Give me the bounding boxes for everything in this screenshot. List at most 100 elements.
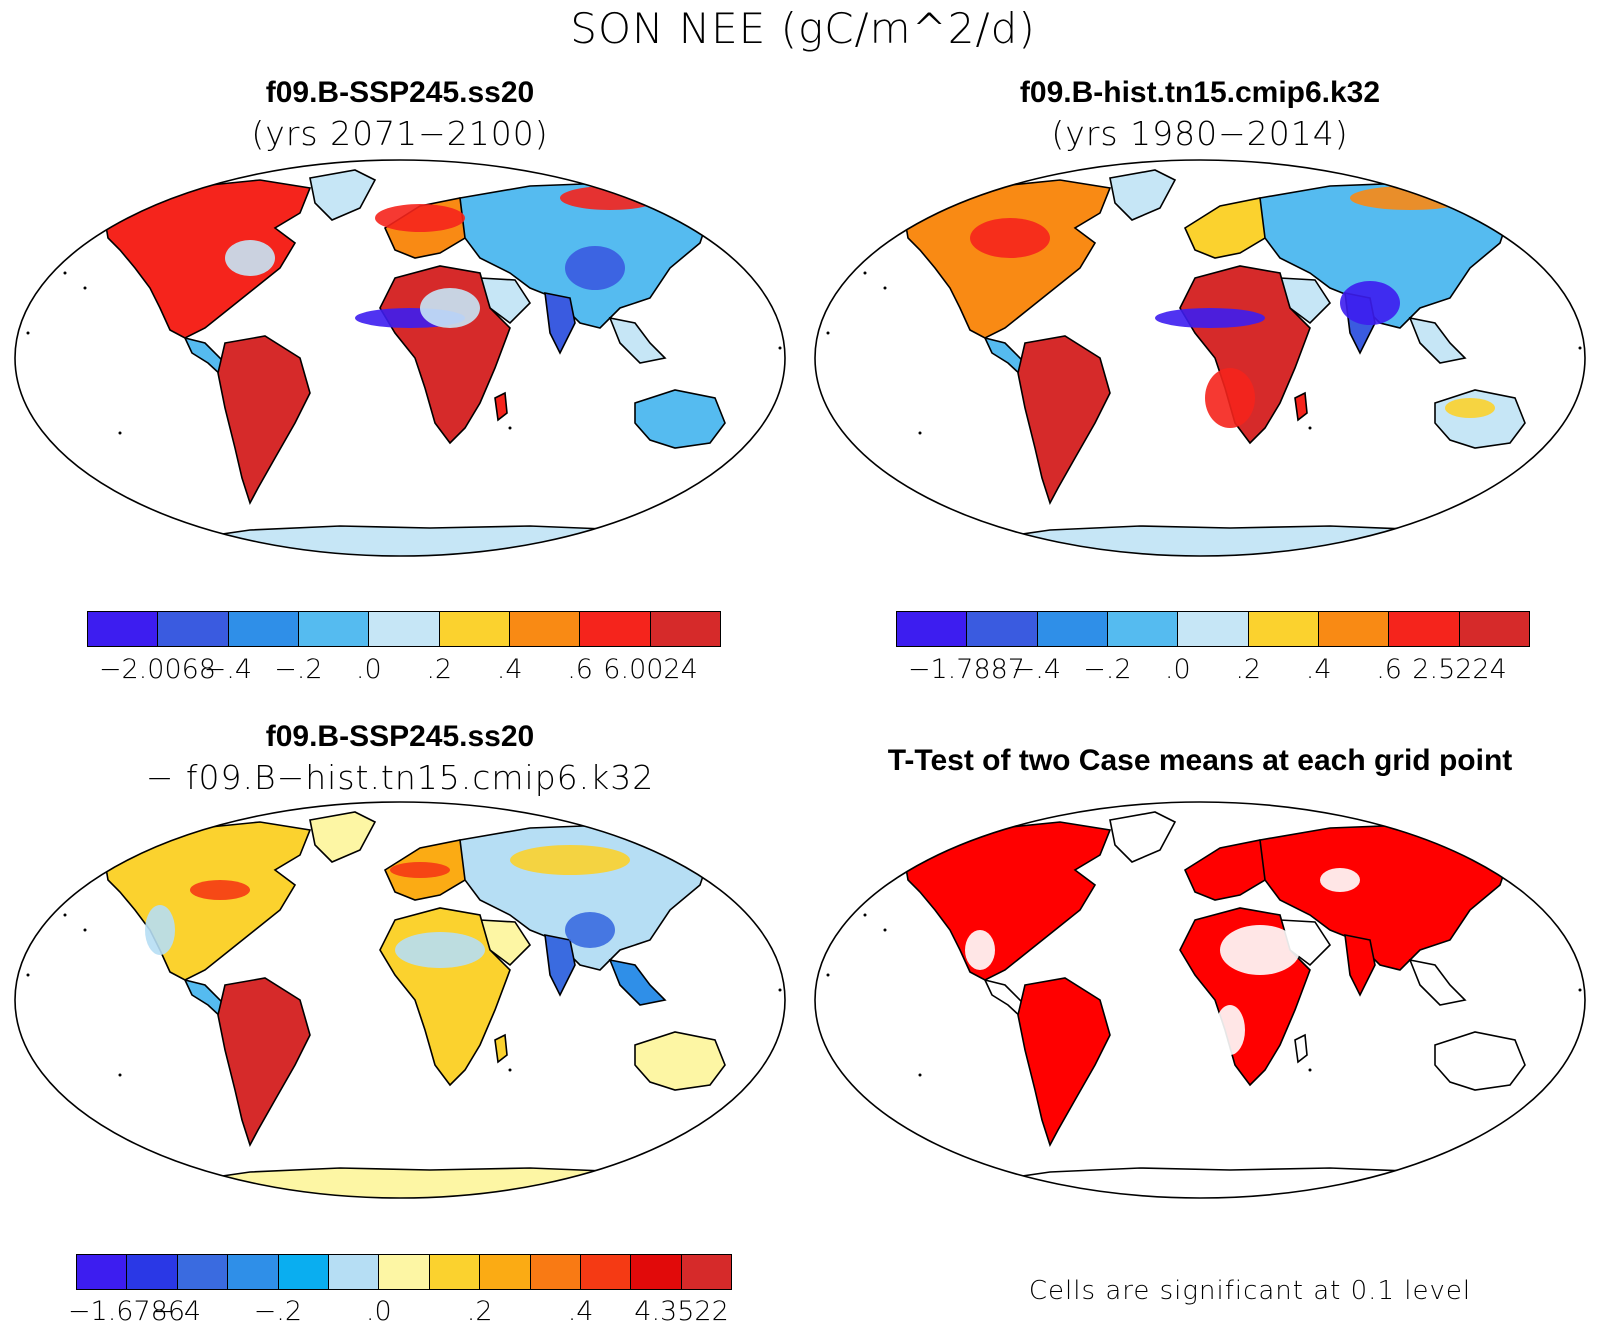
map-border	[814, 159, 1586, 557]
colorbar-tick-label: .0	[355, 654, 382, 685]
panel-bl-subtitle: − f09.B−hist.tn15.cmip6.k32	[145, 758, 655, 797]
landmass-australia	[634, 389, 726, 449]
colorbar-swatch	[429, 1255, 481, 1289]
landmass-samerica	[1017, 335, 1111, 506]
colorbar-tick-label: .4	[567, 1296, 594, 1327]
colorbar-tick-label: −1.6786	[67, 1296, 186, 1327]
colorbar-tick-label: .4	[1305, 654, 1332, 685]
colorbar-tick-label: .0	[1164, 654, 1191, 685]
landmass-samerica	[217, 335, 311, 506]
colorbar-swatch	[480, 1255, 531, 1289]
landmass-india	[544, 291, 576, 355]
colorbar-tick-label: −1.7887	[907, 654, 1025, 685]
island-dot	[883, 928, 887, 932]
island-dot	[508, 426, 512, 430]
figure-title: SON NEE (gC/m^2/d)	[570, 4, 1036, 53]
colorbar-swatch	[228, 1255, 279, 1289]
landmass-antarctica	[157, 525, 711, 556]
island-dot	[1578, 988, 1582, 992]
data-field-patch	[560, 186, 660, 210]
island-dot	[118, 431, 122, 435]
colorbar-tick-label: 6.0024	[603, 654, 698, 685]
island-dot	[83, 928, 87, 932]
data-field-patch	[1350, 186, 1470, 210]
colorbar-tick-label: .6	[1376, 654, 1402, 685]
data-field-patch	[565, 912, 615, 948]
landmass-seasia	[1408, 958, 1467, 1006]
landmass-madagascar	[494, 391, 508, 422]
landmass-greenland	[1109, 811, 1177, 863]
map-border	[814, 801, 1586, 1199]
data-field-patch	[1445, 398, 1495, 418]
panel-tl-title: f09.B-SSP245.ss20	[265, 76, 535, 109]
colorbar-swatch	[369, 612, 440, 646]
island-dot	[63, 913, 67, 917]
colorbar-tick-label: .0	[365, 1296, 392, 1327]
colorbar-swatch	[1318, 612, 1390, 646]
colorbar-swatch	[177, 1255, 229, 1289]
colorbar-swatch	[580, 1255, 632, 1289]
colorbar-swatch	[298, 612, 370, 646]
landmass-samerica	[1017, 977, 1111, 1148]
data-field-patch	[1215, 1005, 1245, 1055]
landmass-namerica	[904, 179, 1112, 339]
landmass-namerica	[104, 179, 312, 339]
island-dot	[118, 1073, 122, 1077]
landmass-madagascar	[1294, 391, 1308, 422]
map-bottom-left	[14, 801, 786, 1199]
data-field-patch	[965, 930, 995, 970]
colorbar-swatch	[228, 612, 299, 646]
landmass-australia	[634, 1031, 726, 1091]
colorbar-tick-label: −.4	[152, 1296, 202, 1327]
landmass-madagascar	[1294, 1033, 1308, 1064]
colorbar-swatch	[328, 1255, 380, 1289]
colorbar-swatch	[77, 1255, 128, 1289]
map-top-left	[14, 159, 786, 557]
data-field-patch	[1205, 368, 1255, 428]
island-dot	[43, 251, 47, 255]
data-field-patch	[390, 862, 450, 878]
landmass-australia	[1434, 1031, 1526, 1091]
colorbar-swatch	[1178, 612, 1249, 646]
island-dot	[1308, 1068, 1312, 1072]
landmass-antarctica	[957, 525, 1511, 556]
colorbar-swatch	[158, 612, 229, 646]
landmass-greenland	[309, 811, 377, 863]
colorbar-tick-label: −.4	[1012, 654, 1062, 685]
panel-bl-title: f09.B-SSP245.ss20	[265, 720, 535, 753]
landmass-greenland	[1109, 169, 1177, 221]
colorbar-bottom-left	[76, 1254, 732, 1290]
colorbar-swatch	[1037, 612, 1108, 646]
colorbar-swatch	[278, 1255, 329, 1289]
data-field-patch	[1320, 868, 1360, 892]
landmass-samerica	[217, 977, 311, 1148]
panel-tr-subtitle: (yrs 1980−2014)	[1051, 114, 1349, 153]
island-dot	[26, 331, 30, 335]
data-field-patch	[510, 845, 630, 875]
colorbar-tick-label: .4	[496, 654, 523, 685]
colorbar-tick-label: .6	[567, 654, 593, 685]
colorbar-swatch	[509, 612, 581, 646]
data-field-patch	[375, 204, 465, 232]
colorbar-swatch	[1459, 612, 1529, 646]
colorbar-swatch	[631, 1255, 682, 1289]
colorbar-tick-label: −.2	[274, 654, 323, 685]
island-dot	[778, 988, 782, 992]
island-dot	[508, 1068, 512, 1072]
colorbar-swatch	[650, 612, 720, 646]
island-dot	[826, 331, 830, 335]
data-field-patch	[420, 288, 480, 328]
landmass-antarctica	[957, 1167, 1511, 1198]
colorbar-bottom-left-ticks: −1.6786 −.4 −.2 .0 .2 .4 4.3522	[68, 1296, 732, 1330]
colorbar-top-left	[87, 611, 721, 647]
colorbar-swatch	[127, 1255, 178, 1289]
island-dot	[918, 1073, 922, 1077]
colorbar-swatch	[580, 612, 651, 646]
colorbar-swatch	[439, 612, 510, 646]
colorbar-swatch	[379, 1255, 430, 1289]
landmass-antarctica	[157, 1167, 711, 1198]
colorbar-tick-label: .2	[426, 654, 453, 685]
colorbar-top-right-ticks: −1.7887 −.4 −.2 .0 .2 .4 .6 2.5224	[896, 654, 1530, 688]
data-field-patch	[1220, 925, 1300, 975]
colorbar-top-left-ticks: −2.0068 −.4 −.2 .0 .2 .4 .6 6.0024	[87, 654, 721, 688]
